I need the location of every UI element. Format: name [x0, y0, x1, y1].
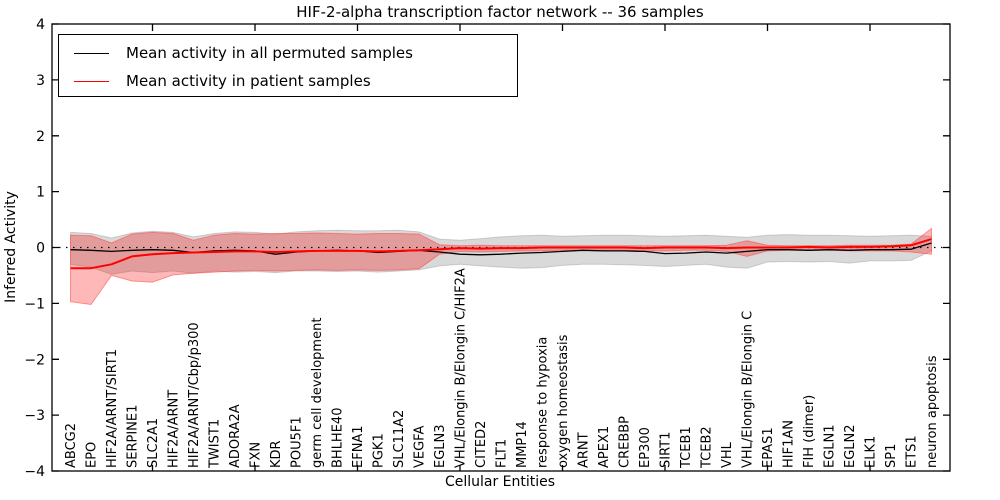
x-category-label: CREBBP	[618, 416, 633, 468]
y-tick-label: −4	[24, 464, 45, 480]
x-category-label: ADORA2A	[228, 404, 243, 468]
x-category-label: FIH (dimer)	[802, 395, 817, 468]
x-category-label: ETS1	[905, 435, 920, 468]
x-category-label: MMP14	[515, 421, 530, 468]
x-category-label: EPO	[85, 442, 100, 468]
x-category-label: neuron apoptosis	[925, 355, 940, 468]
y-tick-label: 0	[36, 241, 45, 257]
y-tick-label: 3	[36, 73, 45, 89]
x-category-label: ARNT	[577, 432, 592, 468]
x-category-label: HIF2A/ARNT	[167, 390, 182, 468]
x-category-label: POU5F1	[290, 416, 305, 468]
legend: Mean activity in all permuted samples Me…	[58, 34, 518, 97]
legend-item-permuted: Mean activity in all permuted samples	[74, 39, 517, 67]
x-category-label: oxygen homeostasis	[556, 334, 571, 468]
y-tick-label: −2	[24, 352, 45, 368]
x-category-label: EP300	[638, 427, 653, 468]
x-category-label: germ cell development	[310, 318, 325, 468]
y-tick-label: 2	[36, 129, 45, 145]
x-category-label: FXN	[249, 442, 264, 468]
x-category-label: PGK1	[372, 433, 387, 468]
x-category-label: SLC11A2	[392, 410, 407, 468]
x-category-label: VHL/Elongin B/Elongin C	[741, 311, 756, 468]
legend-label-patient: Mean activity in patient samples	[126, 72, 371, 90]
x-category-label: EPAS1	[761, 427, 776, 468]
x-category-label: SERPINE1	[126, 405, 141, 468]
legend-line-red-icon	[74, 80, 109, 82]
x-category-label: HIF1AN	[782, 420, 797, 468]
x-category-label: EGLN3	[433, 424, 448, 468]
x-category-label: SIRT1	[659, 432, 674, 468]
x-category-label: EFNA1	[351, 425, 366, 468]
x-category-label: TWIST1	[208, 419, 223, 469]
x-category-label: APEX1	[597, 426, 612, 468]
x-category-label: EGLN1	[823, 424, 838, 468]
x-category-label: FLT1	[495, 439, 510, 468]
x-axis-label: Cellular Entities	[444, 474, 556, 490]
x-category-label: VHL/Elongin B/Elongin C/HIF2A	[454, 268, 469, 468]
x-category-label: SP1	[884, 444, 899, 468]
x-category-label: KDR	[269, 440, 284, 468]
x-category-label: HIF2A/ARNT/Cbp/p300	[187, 322, 202, 468]
chart-title: HIF-2-alpha transcription factor network…	[296, 3, 704, 21]
y-tick-label: 1	[36, 185, 45, 201]
x-category-label: ABCG2	[64, 423, 79, 468]
x-category-label: VHL	[720, 441, 735, 468]
legend-item-patient: Mean activity in patient samples	[74, 67, 517, 95]
series-line	[70, 238, 932, 270]
x-category-label: TCEB2	[700, 426, 715, 469]
series-line	[70, 242, 932, 256]
legend-line-black-icon	[74, 52, 109, 54]
x-category-label: TCEB1	[679, 426, 694, 469]
x-category-label: CITED2	[474, 421, 489, 468]
x-category-label: SLC2A1	[146, 418, 161, 468]
x-category-label: HIF2A/ARNT/SIRT1	[105, 349, 120, 468]
x-category-label: ELK1	[864, 436, 879, 468]
x-category-label: EGLN2	[843, 424, 858, 468]
y-tick-label: −3	[24, 408, 45, 424]
x-category-label: BHLHE40	[331, 408, 346, 468]
legend-label-permuted: Mean activity in all permuted samples	[126, 44, 413, 62]
x-category-label: response to hypoxia	[536, 337, 551, 468]
x-category-label: VEGFA	[413, 426, 428, 468]
y-tick-label: −1	[24, 296, 45, 312]
y-tick-label: 4	[36, 17, 45, 33]
